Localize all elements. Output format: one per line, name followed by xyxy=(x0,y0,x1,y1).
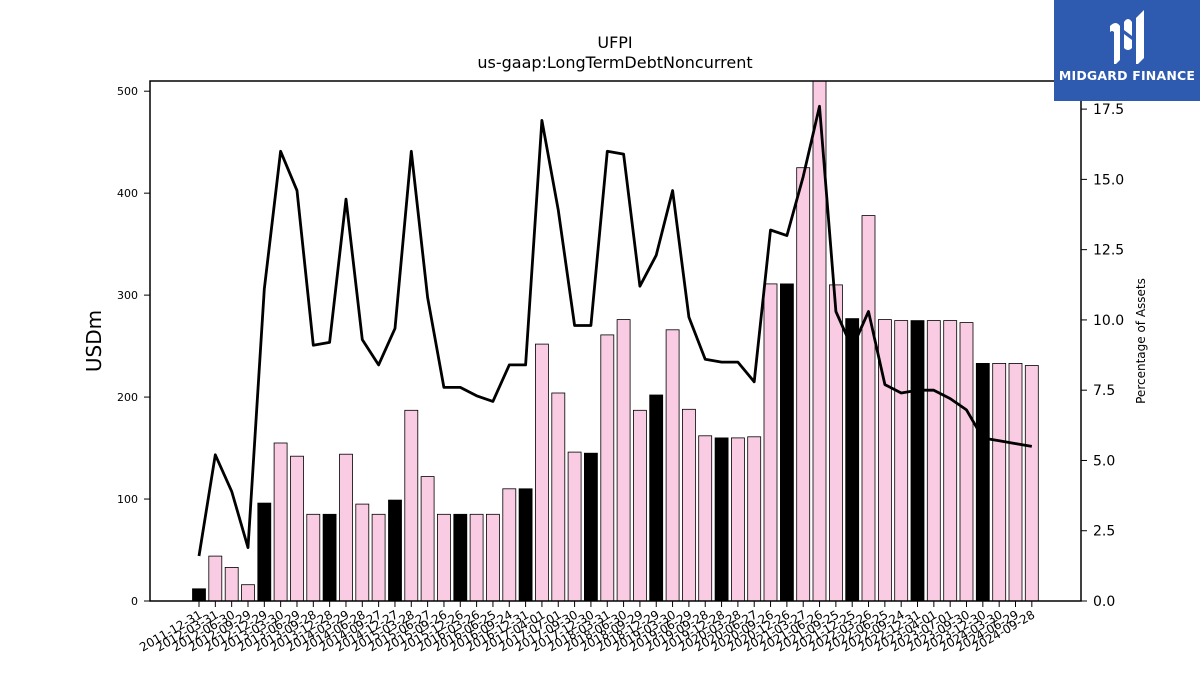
plot-frame xyxy=(149,80,1082,602)
bar xyxy=(535,343,549,602)
bar xyxy=(339,453,353,602)
y2-axis-label: Percentage of Assets xyxy=(1134,278,1148,404)
bar xyxy=(257,502,272,602)
bar xyxy=(926,320,941,602)
bar xyxy=(453,513,468,602)
bar xyxy=(975,362,990,602)
bar xyxy=(943,320,958,602)
bar xyxy=(796,167,811,602)
midgard-logo-icon xyxy=(1110,10,1144,64)
bar xyxy=(714,437,729,602)
bar xyxy=(616,319,631,602)
bar xyxy=(959,322,974,602)
y2-tick-label: 2.5 xyxy=(1093,524,1115,540)
bar xyxy=(306,513,321,602)
bar xyxy=(388,499,402,602)
bar xyxy=(763,283,778,602)
bar xyxy=(698,435,713,602)
bar xyxy=(910,320,925,602)
pct-assets-line xyxy=(197,104,1033,557)
bar xyxy=(1008,362,1023,602)
bar xyxy=(290,455,304,602)
y2-tick-label: 5.0 xyxy=(1093,453,1115,469)
bar xyxy=(747,436,762,602)
bar xyxy=(241,584,255,602)
bar xyxy=(992,362,1007,602)
y-axis-left: 0 100 200 300 400 500 xyxy=(117,85,150,608)
y-tick-label: 500 xyxy=(117,85,138,98)
y-tick-label: 0 xyxy=(131,595,138,608)
y-tick-label: 300 xyxy=(117,289,138,302)
midgard-finance-logo: MIDGARD FINANCE xyxy=(1054,0,1200,101)
bar xyxy=(518,488,533,602)
x-axis: 2011-12-312012-03-312012-06-302012-09-29… xyxy=(137,601,1037,654)
y-tick-label: 400 xyxy=(117,187,138,200)
bar xyxy=(224,567,239,602)
y-tick-label: 200 xyxy=(117,391,138,404)
bar xyxy=(665,329,680,602)
bar-series xyxy=(192,80,1039,602)
bar xyxy=(502,488,517,602)
y2-tick-label: 10.0 xyxy=(1093,313,1124,329)
bar xyxy=(322,513,337,602)
bar xyxy=(420,476,435,602)
bar xyxy=(208,555,223,602)
bar xyxy=(584,452,598,602)
y2-tick-label: 15.0 xyxy=(1093,172,1124,188)
bar xyxy=(436,513,451,602)
bar xyxy=(731,437,745,602)
bar xyxy=(371,513,386,602)
bar xyxy=(469,513,484,602)
y2-tick-label: 17.5 xyxy=(1093,102,1124,118)
chart-title: UFPI xyxy=(597,33,632,52)
bar xyxy=(829,284,843,602)
bar xyxy=(567,451,582,602)
bar xyxy=(649,394,664,602)
bar xyxy=(273,442,288,602)
bar xyxy=(894,320,909,602)
y2-tick-label: 7.5 xyxy=(1093,383,1115,399)
bar xyxy=(845,318,860,602)
bar xyxy=(780,283,794,602)
bar xyxy=(861,215,876,602)
y-tick-label: 100 xyxy=(117,493,138,506)
line-series xyxy=(197,104,1033,557)
bar xyxy=(682,408,696,602)
bar xyxy=(633,409,647,602)
chart-subtitle: us-gaap:LongTermDebtNoncurrent xyxy=(477,53,752,72)
y2-tick-label: 0.0 xyxy=(1093,594,1115,610)
y-axis-label: USDm xyxy=(82,310,106,372)
bar xyxy=(551,392,566,602)
bar xyxy=(1024,365,1039,602)
bar xyxy=(192,588,206,602)
bar xyxy=(485,513,500,602)
logo-text: MIDGARD FINANCE xyxy=(1058,68,1196,83)
bar xyxy=(600,334,615,602)
y-axis-right: 0.0 2.5 5.0 7.5 10.0 12.5 15.0 17.5 xyxy=(1081,102,1124,610)
bar xyxy=(404,409,419,602)
bar xyxy=(355,503,370,602)
y2-tick-label: 12.5 xyxy=(1093,243,1124,259)
